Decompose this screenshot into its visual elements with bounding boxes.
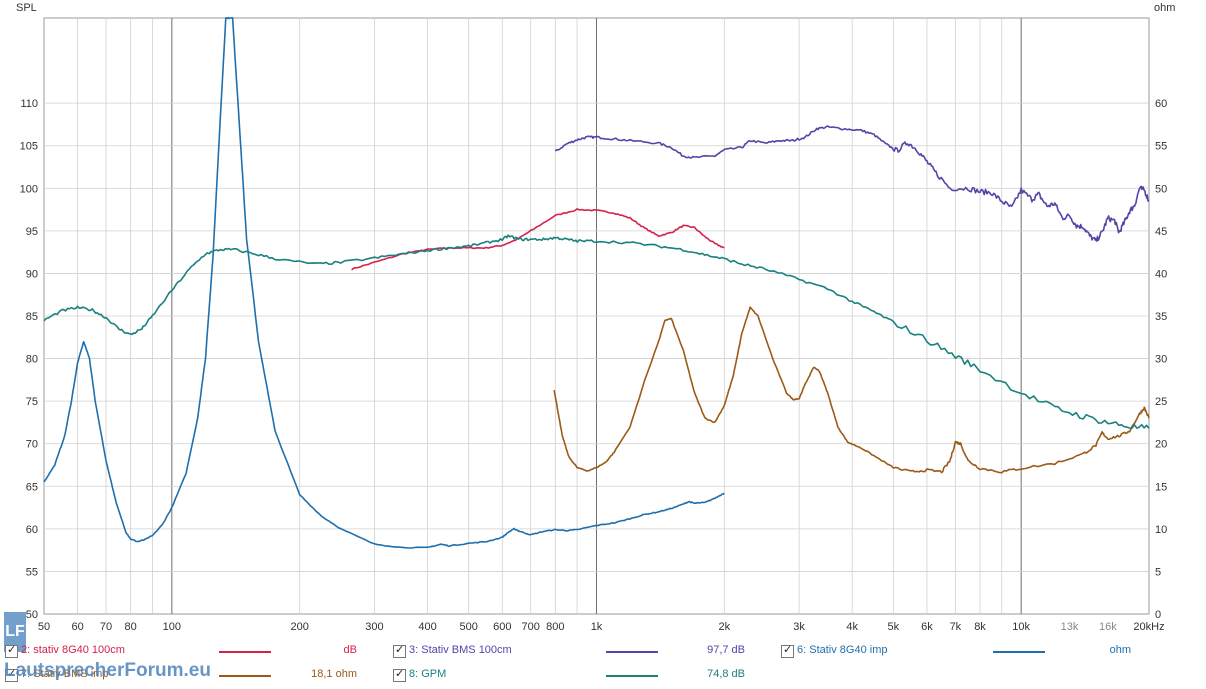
x-tick-label: 7k (950, 621, 962, 633)
x-tick-label: 400 (418, 621, 436, 633)
legend-item-series-2[interactable]: 2: stativ 8G40 100cm dB (5, 642, 385, 662)
legend-item-series-3[interactable]: 3: Stativ BMS 100cm 97,7 dB (393, 642, 773, 662)
x-tick-label: 800 (546, 621, 564, 633)
legend-value: 74,8 dB (707, 668, 745, 680)
right-y-tick-label: 40 (1155, 268, 1167, 280)
right-y-tick-label: 35 (1155, 311, 1167, 323)
legend-checkbox-series-2[interactable] (5, 643, 18, 658)
x-tick-label: 20kHz (1133, 621, 1164, 633)
legend-checkbox-series-8[interactable] (393, 667, 406, 682)
right-y-tick-label: 15 (1155, 481, 1167, 493)
legend-swatch (993, 651, 1045, 653)
x-tick-label: 60 (72, 621, 84, 633)
forum-watermark-text: LautsprecherForum.eu (4, 660, 211, 681)
x-tick-label: 8k (974, 621, 986, 633)
x-tick-label: 200 (290, 621, 308, 633)
x-tick-label: 100 (163, 621, 181, 633)
legend-value: 97,7 dB (707, 644, 745, 656)
x-tick-label: 300 (365, 621, 383, 633)
x-tick-label: 13k (1061, 621, 1079, 633)
right-y-tick-label: 10 (1155, 524, 1167, 536)
x-tick-label: 600 (493, 621, 511, 633)
data-series (43, 16, 1150, 549)
left-y-tick-label: 105 (20, 141, 38, 153)
x-tick-label: 10k (1012, 621, 1030, 633)
right-y-tick-label: 5 (1155, 566, 1161, 578)
right-y-tick-label: 60 (1155, 98, 1167, 110)
legend-checkbox-series-7[interactable] (5, 667, 18, 682)
right-y-tick-label: 50 (1155, 183, 1167, 195)
legend-item-series-8[interactable]: 8: GPM 74,8 dB (393, 666, 773, 686)
legend-row-1: 2: stativ 8G40 100cm dB 3: Stativ BMS 10… (0, 642, 1206, 662)
series-line-3 (43, 16, 725, 549)
x-axis-tick-labels: 50 60 70 80 100 200 300 400 500 600 700 800 1k 2k 3k 4k… (38, 621, 1165, 633)
x-tick-label: 500 (459, 621, 477, 633)
x-tick-label: 1k (591, 621, 603, 633)
left-axis-tick-labels: 50 55 60 65 70 75 80 85 90 95 100 105 110 (20, 98, 38, 621)
left-y-tick-label: 95 (26, 226, 38, 238)
right-y-tick-label: 55 (1155, 141, 1167, 153)
left-y-tick-label: 60 (26, 524, 38, 536)
x-tick-label: 4k (846, 621, 858, 633)
legend-value: 18,1 ohm (311, 668, 357, 680)
left-y-tick-label: 70 (26, 439, 38, 451)
left-y-tick-label: 65 (26, 481, 38, 493)
left-y-tick-label: 80 (26, 354, 38, 366)
right-y-tick-label: 25 (1155, 396, 1167, 408)
legend-swatch (219, 675, 271, 677)
legend-label: 7: Stativ BMS imp (21, 668, 109, 680)
grid-lines (44, 18, 1149, 614)
series-line-5 (43, 234, 1150, 429)
right-y-tick-label: 45 (1155, 226, 1167, 238)
left-y-tick-label: 55 (26, 566, 38, 578)
forum-logo-icon: LF (4, 612, 26, 652)
legend-checkbox-series-6[interactable] (781, 643, 794, 658)
series-line-4 (553, 306, 1150, 474)
legend-item-series-7[interactable]: 7: Stativ BMS imp 18,1 ohm (5, 666, 385, 686)
x-tick-label: 2k (719, 621, 731, 633)
legend: 2: stativ 8G40 100cm dB 3: Stativ BMS 10… (0, 636, 1206, 689)
legend-label: 8: GPM (409, 668, 447, 680)
x-tick-label: 6k (921, 621, 933, 633)
left-y-tick-label: 75 (26, 396, 38, 408)
series-line-2 (554, 125, 1150, 242)
left-y-tick-label: 50 (26, 609, 38, 621)
left-y-tick-label: 110 (20, 98, 38, 110)
x-tick-label: 70 (100, 621, 112, 633)
x-tick-label: 700 (522, 621, 540, 633)
x-tick-label: 80 (125, 621, 137, 633)
right-axis-title: ohm (1154, 2, 1175, 14)
chart-plot-area: 50 60 70 80 100 200 300 400 500 600 700 800 1k 2k 3k 4k… (16, 2, 1175, 633)
x-tick-label: 50 (38, 621, 50, 633)
legend-value: dB (343, 644, 357, 656)
x-tick-label: 16k (1099, 621, 1117, 633)
right-axis-tick-labels: 0 5 10 15 20 25 30 35 40 45 50 55 60 (1155, 98, 1167, 621)
left-y-tick-label: 85 (26, 311, 38, 323)
legend-item-series-6[interactable]: 6: Stativ 8G40 imp ohm (781, 642, 1141, 662)
legend-label: 2: stativ 8G40 100cm (21, 644, 125, 656)
legend-swatch (219, 651, 271, 653)
legend-swatch (606, 675, 658, 677)
right-y-tick-label: 20 (1155, 439, 1167, 451)
right-y-tick-label: 0 (1155, 609, 1161, 621)
x-tick-label: 3k (793, 621, 805, 633)
right-y-tick-label: 30 (1155, 354, 1167, 366)
legend-checkbox-series-3[interactable] (393, 643, 406, 658)
legend-label: 6: Stativ 8G40 imp (797, 644, 888, 656)
left-y-tick-label: 90 (26, 268, 38, 280)
legend-value: ohm (1109, 644, 1131, 656)
legend-swatch (606, 651, 658, 653)
left-axis-title: SPL (16, 2, 37, 14)
legend-label: 3: Stativ BMS 100cm (409, 644, 512, 656)
left-y-tick-label: 100 (20, 183, 38, 195)
x-tick-label: 5k (888, 621, 900, 633)
legend-row-2: 7: Stativ BMS imp 18,1 ohm 8: GPM 74,8 d… (0, 666, 1206, 686)
